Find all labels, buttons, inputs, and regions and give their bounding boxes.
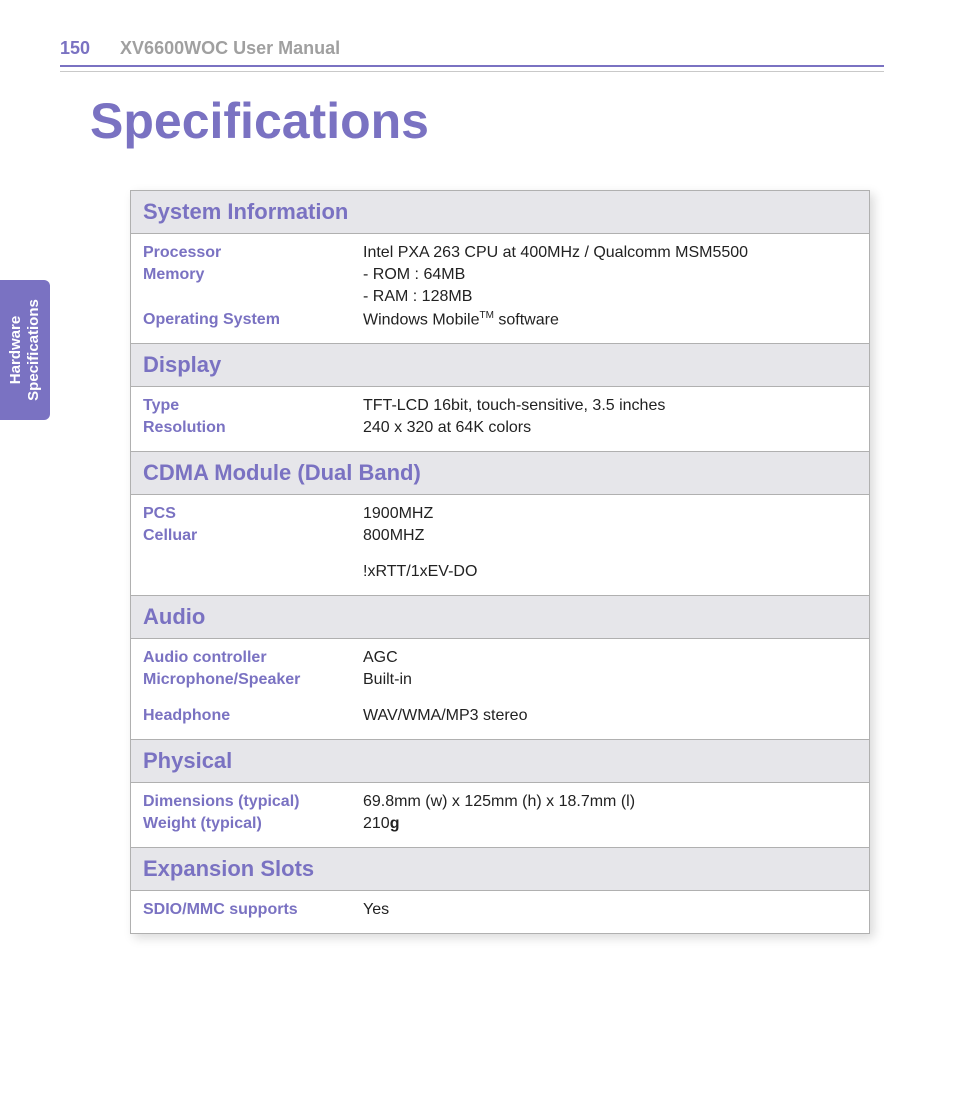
spec-row: Microphone/SpeakerBuilt-in: [143, 669, 857, 691]
section-body: SDIO/MMC supportsYes: [131, 891, 869, 933]
spec-value: Built-in: [363, 671, 412, 689]
spec-value: Intel PXA 263 CPU at 400MHz / Qualcomm M…: [363, 244, 748, 262]
section-body: Audio controllerAGCMicrophone/SpeakerBui…: [131, 639, 869, 739]
spec-row: Operating SystemWindows MobileTM softwar…: [143, 308, 857, 331]
spec-value: 210g: [363, 815, 399, 833]
section-header: Audio: [131, 595, 869, 639]
spec-value: TFT-LCD 16bit, touch-sensitive, 3.5 inch…: [363, 397, 665, 415]
section-header: System Information: [131, 191, 869, 234]
section-body: Dimensions (typical)69.8mm (w) x 125mm (…: [131, 783, 869, 847]
header-rule: [60, 71, 884, 72]
spec-row: !xRTT/1xEV-DO: [143, 561, 857, 583]
spec-label: Memory: [143, 266, 363, 284]
spec-value: Windows MobileTM software: [363, 310, 559, 329]
side-tab-line2: Specifications: [25, 299, 42, 401]
spec-label: Resolution: [143, 419, 363, 437]
spec-value: 240 x 320 at 64K colors: [363, 419, 531, 437]
spec-label: Processor: [143, 244, 363, 262]
spec-value: Yes: [363, 901, 389, 919]
side-tab-label: Hardware Specifications: [7, 299, 43, 401]
spec-row: SDIO/MMC supportsYes: [143, 899, 857, 921]
section-header: Physical: [131, 739, 869, 783]
spec-value: 69.8mm (w) x 125mm (h) x 18.7mm (l): [363, 793, 635, 811]
spec-label: Type: [143, 397, 363, 415]
spec-label: Celluar: [143, 527, 363, 545]
spec-row: TypeTFT-LCD 16bit, touch-sensitive, 3.5 …: [143, 395, 857, 417]
spec-row: Weight (typical)210g: [143, 813, 857, 835]
spec-value: - RAM : 128MB: [363, 288, 472, 306]
spec-label: SDIO/MMC supports: [143, 901, 363, 919]
side-tab: Hardware Specifications: [0, 280, 50, 420]
spec-value: - ROM : 64MB: [363, 266, 465, 284]
section-body: PCS1900MHZCelluar 800MHZ!xRTT/1xEV-DO: [131, 495, 869, 595]
side-tab-line1: Hardware: [7, 316, 24, 384]
spec-row: PCS1900MHZ: [143, 503, 857, 525]
spec-row: Audio controllerAGC: [143, 647, 857, 669]
spec-value: WAV/WMA/MP3 stereo: [363, 707, 527, 725]
spec-label: Dimensions (typical): [143, 793, 363, 811]
manual-title: XV6600WOC User Manual: [120, 38, 340, 59]
section-header: Expansion Slots: [131, 847, 869, 891]
spec-value: AGC: [363, 649, 398, 667]
spec-value: 800MHZ: [363, 527, 424, 545]
spec-row: Memory- ROM : 64MB: [143, 264, 857, 286]
spec-row: Resolution240 x 320 at 64K colors: [143, 417, 857, 439]
spec-row: - RAM : 128MB: [143, 286, 857, 308]
page-title: Specifications: [90, 92, 884, 150]
section-header: CDMA Module (Dual Band): [131, 451, 869, 495]
page: 150 XV6600WOC User Manual Specifications…: [0, 0, 954, 964]
section-body: TypeTFT-LCD 16bit, touch-sensitive, 3.5 …: [131, 387, 869, 451]
spec-label: Microphone/Speaker: [143, 671, 363, 689]
spec-row: Dimensions (typical)69.8mm (w) x 125mm (…: [143, 791, 857, 813]
section-body: ProcessorIntel PXA 263 CPU at 400MHz / Q…: [131, 234, 869, 343]
spec-label: Weight (typical): [143, 815, 363, 833]
spec-label: Headphone: [143, 707, 363, 725]
spec-label: Audio controller: [143, 649, 363, 667]
page-number: 150: [60, 38, 90, 59]
spec-value: !xRTT/1xEV-DO: [363, 563, 477, 581]
section-header: Display: [131, 343, 869, 387]
spec-value: 1900MHZ: [363, 505, 433, 523]
page-header: 150 XV6600WOC User Manual: [60, 38, 884, 67]
spec-label: Operating System: [143, 311, 363, 329]
spec-table: System Information ProcessorIntel PXA 263…: [130, 190, 870, 934]
spec-row: Celluar 800MHZ: [143, 525, 857, 547]
spec-label: PCS: [143, 505, 363, 523]
spec-row: HeadphoneWAV/WMA/MP3 stereo: [143, 705, 857, 727]
spec-row: ProcessorIntel PXA 263 CPU at 400MHz / Q…: [143, 242, 857, 264]
